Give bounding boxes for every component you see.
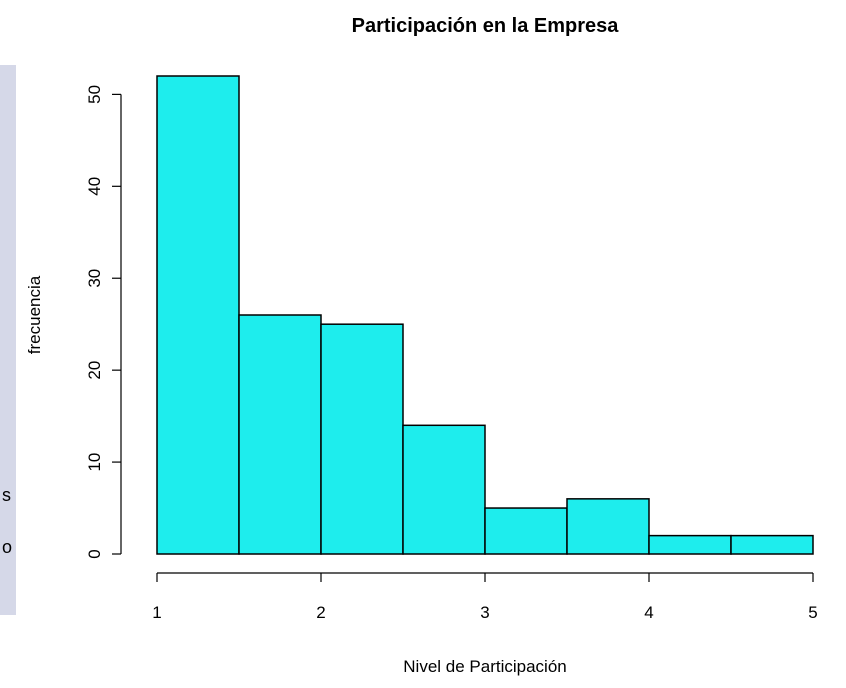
background-panel [0,65,16,615]
clipped-text-fragment-2: o [2,537,13,557]
bar-3 [320,323,404,555]
x-axis: 1 2 3 4 5 [152,572,818,622]
x-axis-label: Nivel de Participación [403,657,566,676]
y-tick-label-50: 50 [85,85,104,104]
y-tick-label-20: 20 [85,361,104,380]
y-tick-label-0: 0 [85,549,104,558]
bar-4 [402,424,486,555]
y-tick-label-40: 40 [85,177,104,196]
x-tick-label-2: 2 [316,603,325,622]
y-tick-label-10: 10 [85,453,104,472]
bars-group [156,75,814,555]
bar-1 [156,75,240,555]
x-tick-label-3: 3 [480,603,489,622]
bar-5 [484,507,568,555]
bar-8 [730,534,814,555]
chart-title: Participación en la Empresa [352,15,620,37]
y-axis: 0 10 20 30 40 50 [85,85,122,559]
bar-6 [566,498,650,555]
clipped-text-fragment-1: s [2,485,11,505]
y-axis-label: frecuencia [25,275,44,354]
x-tick-label-4: 4 [644,603,653,622]
bar-2 [238,314,322,555]
bar-7 [648,534,732,555]
x-tick-label-1: 1 [152,603,161,622]
x-tick-label-5: 5 [808,603,817,622]
y-tick-label-30: 30 [85,269,104,288]
